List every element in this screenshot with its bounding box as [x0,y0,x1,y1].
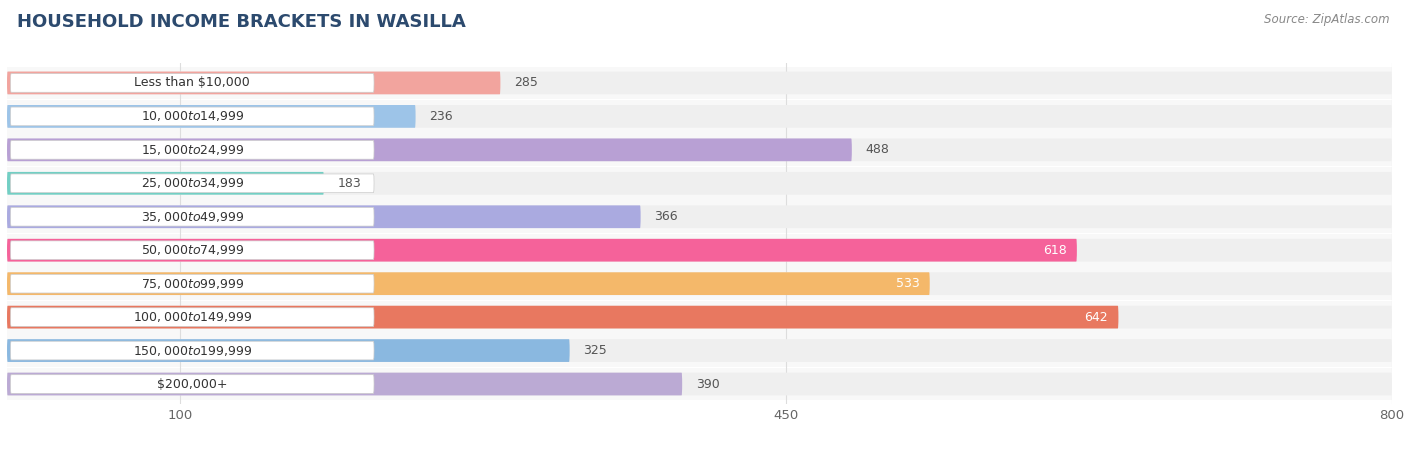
FancyBboxPatch shape [7,239,1077,262]
FancyBboxPatch shape [7,339,569,362]
FancyBboxPatch shape [7,105,1392,128]
FancyBboxPatch shape [7,205,1392,228]
Text: $150,000 to $199,999: $150,000 to $199,999 [132,343,252,357]
Text: 390: 390 [696,378,720,391]
FancyBboxPatch shape [7,267,1392,300]
Text: $10,000 to $14,999: $10,000 to $14,999 [141,110,245,123]
FancyBboxPatch shape [10,341,374,360]
FancyBboxPatch shape [7,105,416,128]
Text: $15,000 to $24,999: $15,000 to $24,999 [141,143,245,157]
FancyBboxPatch shape [7,71,501,94]
FancyBboxPatch shape [7,301,1392,334]
FancyBboxPatch shape [7,306,1118,329]
FancyBboxPatch shape [10,107,374,126]
FancyBboxPatch shape [7,138,852,161]
Text: HOUSEHOLD INCOME BRACKETS IN WASILLA: HOUSEHOLD INCOME BRACKETS IN WASILLA [17,13,465,31]
FancyBboxPatch shape [7,205,641,228]
Text: 618: 618 [1043,244,1067,257]
FancyBboxPatch shape [10,174,374,193]
FancyBboxPatch shape [7,272,929,295]
FancyBboxPatch shape [7,239,1392,262]
Text: 285: 285 [515,76,538,89]
FancyBboxPatch shape [7,368,1392,401]
FancyBboxPatch shape [7,306,1392,329]
FancyBboxPatch shape [7,172,1392,195]
FancyBboxPatch shape [7,339,1392,362]
FancyBboxPatch shape [7,334,1392,367]
FancyBboxPatch shape [10,141,374,159]
FancyBboxPatch shape [10,308,374,326]
Text: $75,000 to $99,999: $75,000 to $99,999 [141,277,245,291]
FancyBboxPatch shape [7,234,1392,267]
FancyBboxPatch shape [7,167,1392,200]
FancyBboxPatch shape [7,133,1392,166]
FancyBboxPatch shape [7,373,1392,396]
FancyBboxPatch shape [10,274,374,293]
Text: $25,000 to $34,999: $25,000 to $34,999 [141,176,245,190]
FancyBboxPatch shape [7,100,1392,133]
FancyBboxPatch shape [10,375,374,393]
FancyBboxPatch shape [7,373,682,396]
FancyBboxPatch shape [7,172,323,195]
Text: 642: 642 [1084,311,1108,324]
FancyBboxPatch shape [7,71,1392,94]
FancyBboxPatch shape [7,272,1392,295]
Text: $200,000+: $200,000+ [157,378,228,391]
Text: $100,000 to $149,999: $100,000 to $149,999 [132,310,252,324]
Text: $35,000 to $49,999: $35,000 to $49,999 [141,210,245,224]
FancyBboxPatch shape [7,66,1392,99]
FancyBboxPatch shape [10,241,374,260]
Text: Less than $10,000: Less than $10,000 [135,76,250,89]
Text: Source: ZipAtlas.com: Source: ZipAtlas.com [1264,13,1389,26]
Text: 533: 533 [896,277,920,290]
Text: $50,000 to $74,999: $50,000 to $74,999 [141,243,245,257]
FancyBboxPatch shape [7,200,1392,233]
FancyBboxPatch shape [10,74,374,92]
Text: 183: 183 [337,177,361,190]
FancyBboxPatch shape [7,138,1392,161]
Text: 236: 236 [429,110,453,123]
Text: 366: 366 [654,210,678,223]
Text: 488: 488 [866,143,890,156]
Text: 325: 325 [583,344,607,357]
FancyBboxPatch shape [10,207,374,226]
